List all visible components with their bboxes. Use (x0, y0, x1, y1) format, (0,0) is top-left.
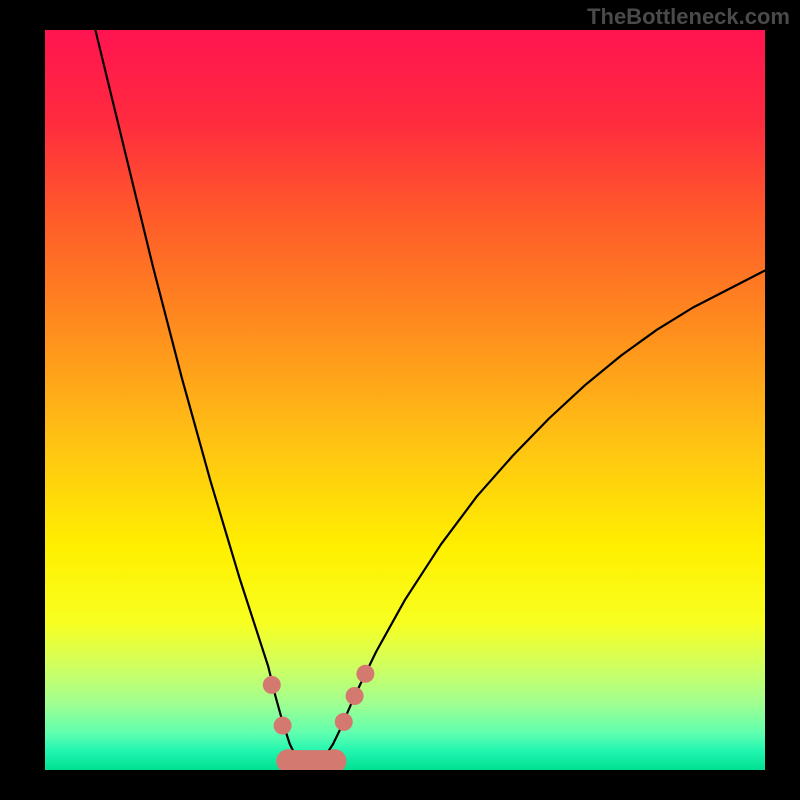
optimal-range-cap-1 (322, 749, 346, 773)
plot-background-gradient (45, 30, 765, 770)
data-marker-3 (346, 687, 364, 705)
optimal-range-cap-0 (276, 749, 300, 773)
chart-svg (0, 0, 800, 800)
data-marker-4 (356, 665, 374, 683)
data-marker-0 (263, 676, 281, 694)
data-marker-2 (335, 713, 353, 731)
watermark-text: TheBottleneck.com (587, 4, 790, 30)
chart-container: TheBottleneck.com (0, 0, 800, 800)
data-marker-1 (274, 717, 292, 735)
